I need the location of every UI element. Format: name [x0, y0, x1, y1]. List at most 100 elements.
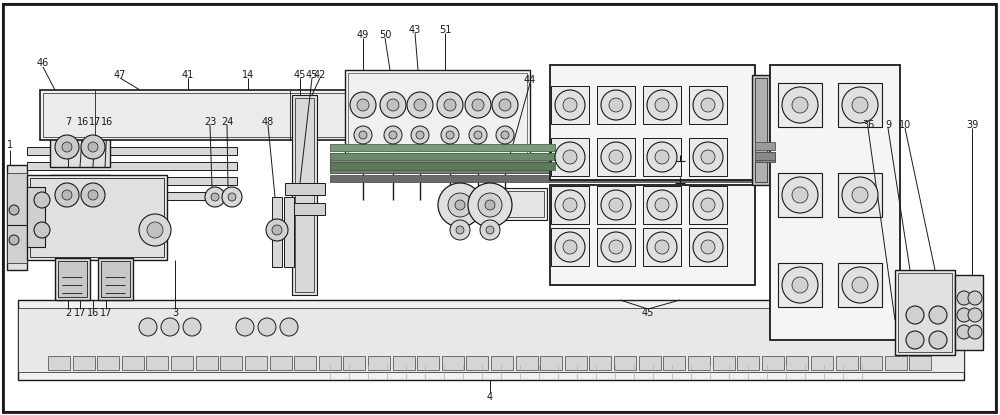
Circle shape: [601, 90, 631, 120]
Bar: [345, 70, 530, 160]
Circle shape: [441, 126, 459, 144]
Circle shape: [957, 325, 971, 339]
Bar: [778, 83, 822, 127]
Circle shape: [380, 92, 406, 118]
Circle shape: [647, 90, 677, 120]
Text: 41: 41: [182, 70, 194, 80]
Circle shape: [693, 90, 723, 120]
Bar: [27, 177, 237, 185]
Text: 17: 17: [89, 117, 101, 127]
Bar: [348, 73, 527, 157]
Bar: [245, 356, 267, 370]
Bar: [597, 138, 635, 176]
Bar: [50, 175, 110, 215]
Circle shape: [62, 190, 72, 200]
Circle shape: [563, 150, 577, 164]
Circle shape: [555, 232, 585, 262]
Bar: [146, 356, 168, 370]
Bar: [895, 270, 955, 355]
Circle shape: [147, 222, 163, 238]
Circle shape: [842, 87, 878, 123]
Bar: [551, 228, 589, 266]
Bar: [442, 356, 464, 370]
Text: 16: 16: [87, 308, 99, 318]
Circle shape: [478, 193, 502, 217]
Bar: [909, 356, 931, 370]
Bar: [220, 356, 242, 370]
Circle shape: [228, 193, 236, 201]
Text: 43: 43: [409, 25, 421, 35]
Bar: [343, 356, 365, 370]
Circle shape: [222, 187, 242, 207]
Text: 44: 44: [524, 75, 536, 85]
Circle shape: [957, 308, 971, 322]
Bar: [755, 78, 767, 182]
Bar: [466, 356, 488, 370]
Bar: [43, 93, 347, 137]
Text: 17: 17: [100, 308, 112, 318]
Bar: [712, 356, 734, 370]
Bar: [272, 197, 282, 267]
Circle shape: [852, 277, 868, 293]
Text: 46: 46: [37, 58, 49, 68]
Bar: [18, 300, 964, 380]
Bar: [330, 164, 760, 173]
Bar: [319, 356, 341, 370]
Circle shape: [437, 92, 463, 118]
Bar: [755, 152, 775, 160]
Bar: [7, 173, 27, 263]
Bar: [860, 356, 882, 370]
Circle shape: [957, 291, 971, 305]
Circle shape: [496, 126, 514, 144]
Bar: [40, 90, 350, 140]
Circle shape: [609, 150, 623, 164]
Circle shape: [485, 200, 495, 210]
Circle shape: [701, 240, 715, 254]
Bar: [589, 356, 611, 370]
Bar: [393, 356, 415, 370]
Circle shape: [852, 187, 868, 203]
Bar: [614, 356, 636, 370]
Circle shape: [455, 200, 465, 210]
Bar: [505, 188, 547, 220]
Bar: [550, 185, 755, 285]
Circle shape: [384, 126, 402, 144]
Circle shape: [354, 126, 372, 144]
Text: 49: 49: [357, 30, 369, 40]
Text: 48: 48: [262, 117, 274, 127]
Bar: [811, 356, 833, 370]
Bar: [284, 197, 294, 267]
Text: 39: 39: [966, 120, 978, 130]
Bar: [122, 356, 144, 370]
Circle shape: [601, 190, 631, 220]
Circle shape: [456, 226, 464, 234]
Circle shape: [486, 226, 494, 234]
Circle shape: [792, 187, 808, 203]
Circle shape: [701, 98, 715, 112]
Text: 24: 24: [221, 117, 233, 127]
Bar: [778, 173, 822, 217]
Bar: [491, 356, 513, 370]
Text: 23: 23: [204, 117, 216, 127]
Text: 36: 36: [862, 120, 874, 130]
Circle shape: [55, 135, 79, 159]
Bar: [330, 162, 555, 170]
Bar: [330, 153, 555, 160]
Bar: [898, 273, 952, 352]
Bar: [292, 95, 317, 295]
Circle shape: [357, 99, 369, 111]
Bar: [330, 175, 760, 182]
Bar: [48, 356, 70, 370]
Circle shape: [842, 267, 878, 303]
Bar: [7, 165, 27, 270]
Circle shape: [647, 232, 677, 262]
Bar: [752, 75, 770, 185]
Bar: [27, 162, 237, 170]
Text: 2: 2: [65, 308, 71, 318]
Bar: [836, 356, 858, 370]
Circle shape: [81, 135, 105, 159]
Bar: [27, 187, 45, 247]
Circle shape: [601, 142, 631, 172]
Circle shape: [34, 222, 50, 238]
Bar: [643, 138, 681, 176]
